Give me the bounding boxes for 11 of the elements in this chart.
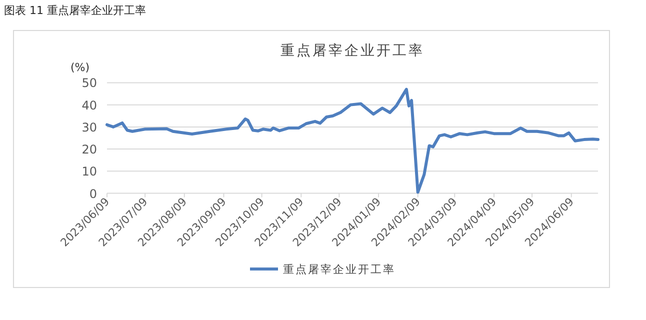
y-tick-label: 30 [82, 120, 97, 134]
chart-title: 重点屠宰企业开工率 [280, 43, 424, 59]
legend-label: 重点屠宰企业开工率 [283, 263, 396, 276]
y-tick-label: 20 [82, 142, 97, 157]
text: 图表 11 重点屠宰企业开工率 [4, 4, 146, 17]
line-series [106, 88, 600, 194]
y-tick-label: 50 [82, 76, 97, 90]
y-tick-label: 40 [82, 98, 97, 112]
y-tick-label: 10 [82, 164, 97, 179]
y-tick-label: 0 [89, 186, 97, 201]
y-axis-title: (%) [70, 61, 90, 74]
